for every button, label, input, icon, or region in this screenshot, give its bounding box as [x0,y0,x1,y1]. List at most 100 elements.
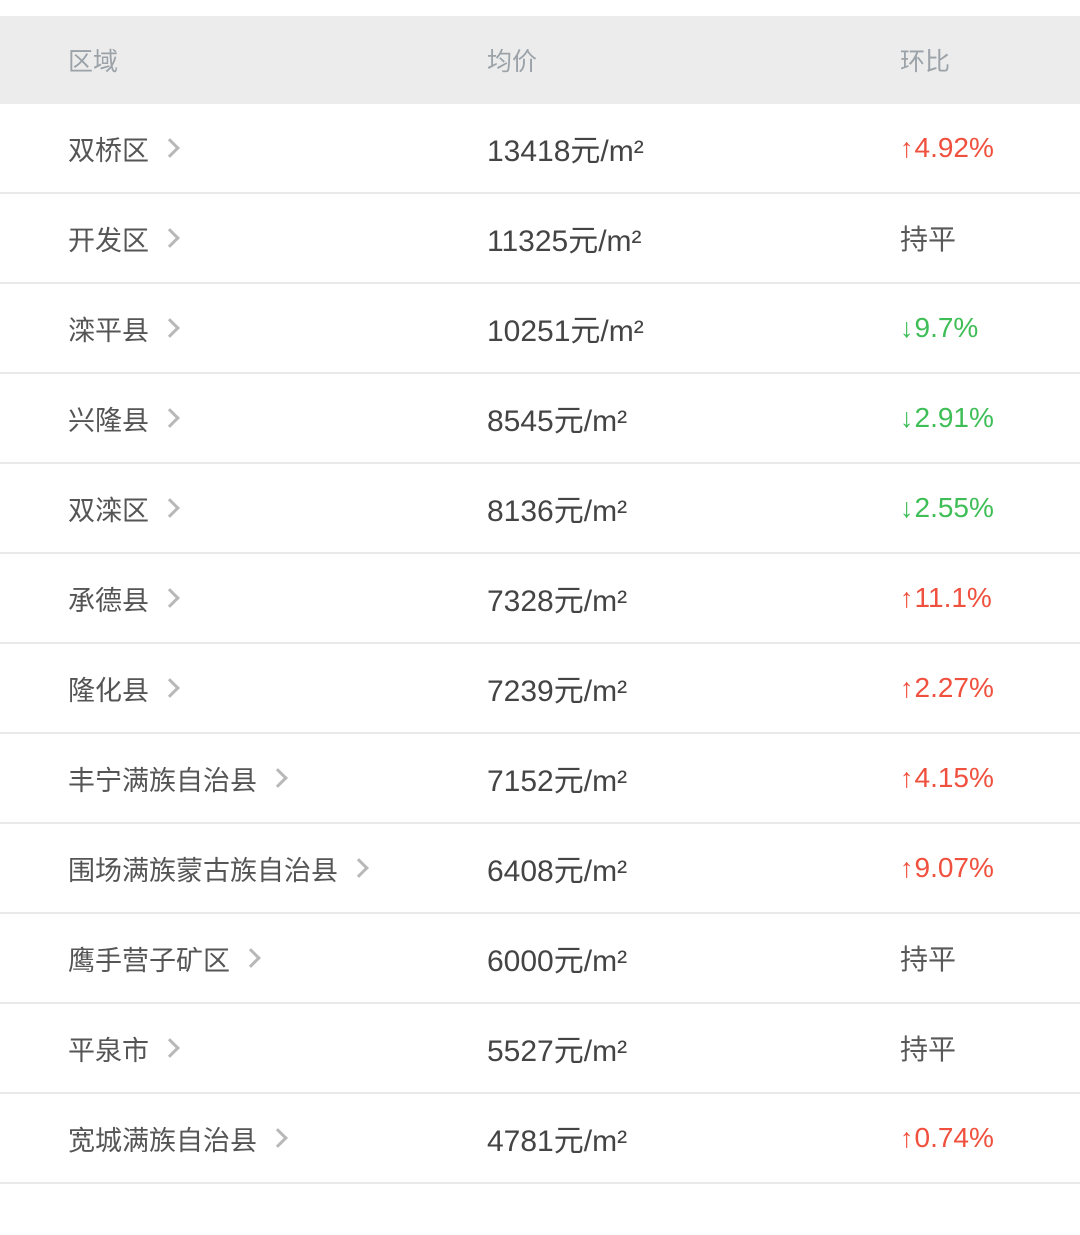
region-cell: 隆化县 [0,669,487,708]
table-body: 双桥区 13418元/m² ↑4.92% 开发区 11325元/m² 持平 滦平… [0,104,1080,1184]
region-label: 宽城满族自治县 [68,1125,257,1156]
price-cell: 10251元/m² [487,306,900,350]
price-value: 7239元/m² [487,675,628,708]
region-label: 承德县 [68,585,149,616]
header-region: 区域 [0,42,487,78]
change-cell: 持平 [900,1028,1080,1068]
table-row[interactable]: 滦平县 10251元/m² ↓9.7% [0,284,1080,374]
table-row[interactable]: 双滦区 8136元/m² ↓2.55% [0,464,1080,554]
region-cell: 宽城满族自治县 [0,1119,487,1158]
price-value: 7152元/m² [487,765,628,798]
header-price: 均价 [487,42,900,78]
region-label: 鹰手营子矿区 [68,945,230,976]
table-row[interactable]: 兴隆县 8545元/m² ↓2.91% [0,374,1080,464]
change-value: 2.91% [914,402,994,433]
change-value: 4.92% [914,132,994,163]
header-change: 环比 [900,42,1080,78]
chevron-right-icon [160,228,180,248]
region-label: 平泉市 [68,1035,149,1066]
price-cell: 4781元/m² [487,1116,900,1160]
region-cell: 围场满族蒙古族自治县 [0,849,487,888]
region-label: 开发区 [68,225,149,256]
change-arrow-icon: ↓ [900,313,914,343]
price-cell: 11325元/m² [487,216,900,260]
price-cell: 7239元/m² [487,666,900,710]
header-row: 区域 均价 环比 [0,16,1080,104]
change-arrow-icon: ↑ [900,673,914,703]
change-value: 11.1% [914,582,992,613]
change-cell: ↓9.7% [900,312,1080,344]
change-value: 持平 [900,944,957,975]
table-row[interactable]: 丰宁满族自治县 7152元/m² ↑4.15% [0,734,1080,824]
chevron-right-icon [160,318,180,338]
change-cell: ↑2.27% [900,672,1080,704]
header-change-label: 环比 [900,48,951,76]
chevron-right-icon [241,948,261,968]
chevron-right-icon [160,678,180,698]
region-cell: 丰宁满族自治县 [0,759,487,798]
change-value: 持平 [900,224,957,255]
change-arrow-icon: ↓ [900,403,914,433]
change-arrow-icon: ↓ [900,493,914,523]
change-arrow-icon: ↑ [900,1123,914,1153]
table-row[interactable]: 隆化县 7239元/m² ↑2.27% [0,644,1080,734]
change-arrow-icon: ↑ [900,763,914,793]
change-value: 持平 [900,1034,957,1065]
change-cell: ↑11.1% [900,582,1080,614]
region-label: 围场满族蒙古族自治县 [68,855,338,886]
chevron-right-icon [160,1038,180,1058]
change-arrow-icon: ↑ [900,583,914,613]
price-cell: 7152元/m² [487,756,900,800]
price-cell: 7328元/m² [487,576,900,620]
change-value: 2.55% [914,492,994,523]
region-label: 滦平县 [68,315,149,346]
price-value: 11325元/m² [487,225,642,258]
table-row[interactable]: 开发区 11325元/m² 持平 [0,194,1080,284]
price-value: 8136元/m² [487,495,628,528]
region-label: 双滦区 [68,495,149,526]
region-cell: 平泉市 [0,1029,487,1068]
header-region-label: 区域 [68,48,119,76]
change-value: 9.07% [914,852,994,883]
header-price-label: 均价 [487,48,538,76]
price-value: 7328元/m² [487,585,628,618]
chevron-right-icon [349,858,369,878]
price-cell: 13418元/m² [487,126,900,170]
price-value: 4781元/m² [487,1125,628,1158]
region-label: 双桥区 [68,135,149,166]
chevron-right-icon [268,768,288,788]
chevron-right-icon [160,408,180,428]
table-row[interactable]: 承德县 7328元/m² ↑11.1% [0,554,1080,644]
change-cell: ↑4.92% [900,132,1080,164]
price-cell: 8136元/m² [487,486,900,530]
region-label: 隆化县 [68,675,149,706]
price-value: 8545元/m² [487,405,628,438]
region-cell: 兴隆县 [0,399,487,438]
region-label: 兴隆县 [68,405,149,436]
chevron-right-icon [160,588,180,608]
region-price-table: 区域 均价 环比 双桥区 13418元/m² ↑4.92% 开发区 11325元… [0,16,1080,1184]
price-cell: 8545元/m² [487,396,900,440]
chevron-right-icon [268,1128,288,1148]
region-cell: 双滦区 [0,489,487,528]
change-cell: ↑0.74% [900,1122,1080,1154]
table-row[interactable]: 平泉市 5527元/m² 持平 [0,1004,1080,1094]
region-cell: 承德县 [0,579,487,618]
region-cell: 鹰手营子矿区 [0,939,487,978]
price-value: 6408元/m² [487,855,628,888]
price-value: 10251元/m² [487,315,644,348]
table-row[interactable]: 双桥区 13418元/m² ↑4.92% [0,104,1080,194]
table-row[interactable]: 鹰手营子矿区 6000元/m² 持平 [0,914,1080,1004]
price-value: 6000元/m² [487,945,628,978]
table-row[interactable]: 宽城满族自治县 4781元/m² ↑0.74% [0,1094,1080,1184]
change-value: 2.27% [914,672,994,703]
chevron-right-icon [160,138,180,158]
region-cell: 开发区 [0,219,487,258]
table-row[interactable]: 围场满族蒙古族自治县 6408元/m² ↑9.07% [0,824,1080,914]
change-value: 4.15% [914,762,994,793]
change-arrow-icon: ↑ [900,853,914,883]
change-cell: 持平 [900,218,1080,258]
region-cell: 滦平县 [0,309,487,348]
chevron-right-icon [160,498,180,518]
change-cell: 持平 [900,938,1080,978]
